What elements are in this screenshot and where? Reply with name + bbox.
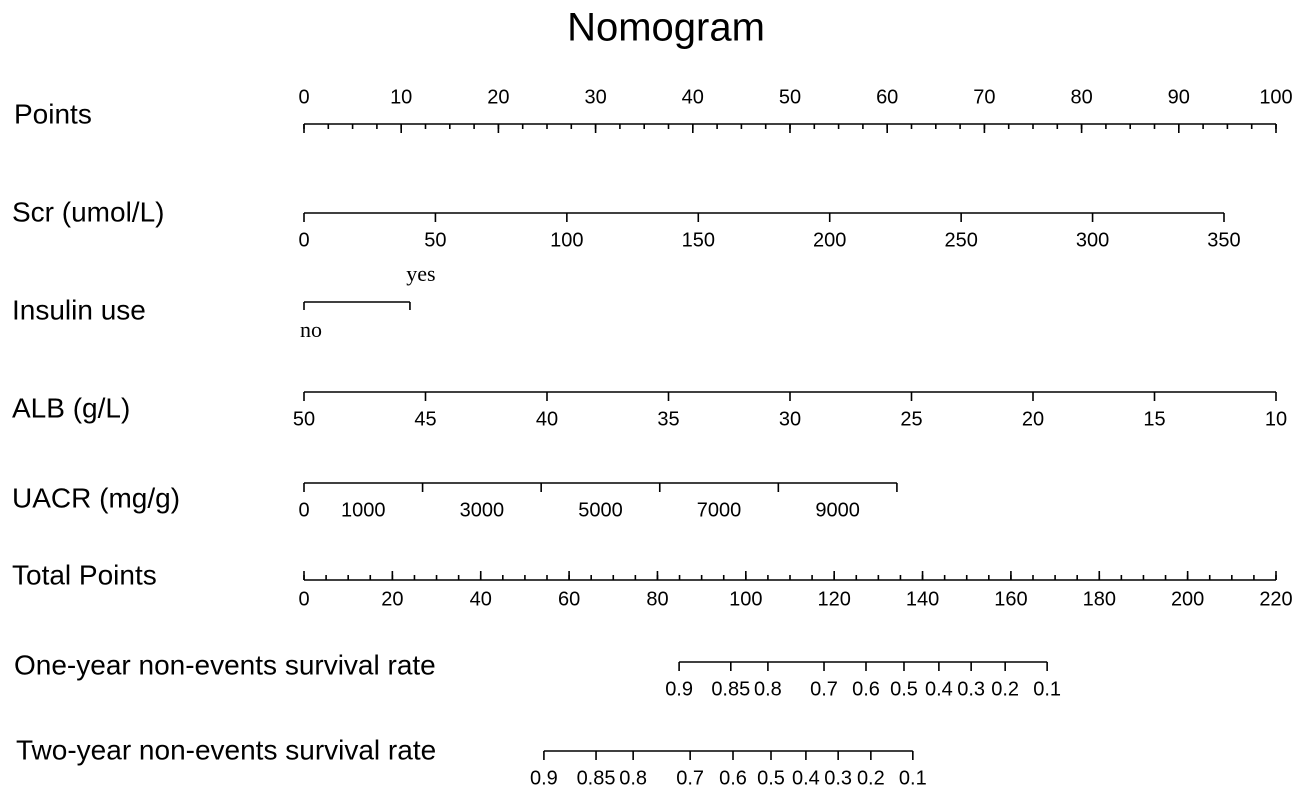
- scale-name: Total Points: [12, 559, 157, 590]
- tick-label: 0.3: [957, 678, 985, 700]
- tick-label: 0.5: [890, 678, 918, 700]
- tick-label: 80: [646, 588, 668, 610]
- tick-label: 40: [682, 86, 704, 108]
- tick-label: 30: [584, 86, 606, 108]
- tick-label: 60: [558, 588, 580, 610]
- tick-label: 0.4: [925, 678, 953, 700]
- tick-label: 0.1: [899, 767, 927, 789]
- tick-label: 10: [390, 86, 412, 108]
- scale-name: One-year non-events survival rate: [14, 649, 436, 680]
- tick-label: 0.6: [719, 767, 747, 789]
- tick-label: 100: [1259, 86, 1292, 108]
- category-label: yes: [406, 261, 435, 286]
- tick-label: 20: [381, 588, 403, 610]
- tick-label: 50: [424, 229, 446, 251]
- scale-name: Insulin use: [12, 294, 146, 325]
- tick-label: 0.2: [857, 767, 885, 789]
- tick-label: 300: [1076, 229, 1109, 251]
- tick-label: 10: [1265, 408, 1287, 430]
- tick-label: 0: [298, 86, 309, 108]
- tick-label: 60: [876, 86, 898, 108]
- tick-label: 0.1: [1033, 678, 1061, 700]
- tick-label: 0: [298, 499, 309, 521]
- tick-label: 0.3: [824, 767, 852, 789]
- scale-name: Two-year non-events survival rate: [16, 734, 436, 765]
- tick-label: 0: [298, 588, 309, 610]
- tick-label: 0.8: [754, 678, 782, 700]
- tick-label: 80: [1070, 86, 1092, 108]
- tick-label: 200: [1171, 588, 1204, 610]
- tick-label: 0.9: [530, 767, 558, 789]
- tick-label: 5000: [578, 499, 623, 521]
- tick-label: 140: [906, 588, 939, 610]
- tick-label: 0.9: [665, 678, 693, 700]
- tick-label: 40: [536, 408, 558, 430]
- tick-label: 0: [298, 229, 309, 251]
- tick-label: 0.85: [577, 767, 616, 789]
- tick-label: 100: [550, 229, 583, 251]
- tick-label: 50: [779, 86, 801, 108]
- tick-label: 7000: [697, 499, 742, 521]
- tick-label: 160: [994, 588, 1027, 610]
- tick-label: 0.5: [757, 767, 785, 789]
- tick-label: 50: [293, 408, 315, 430]
- tick-label: 3000: [460, 499, 505, 521]
- scale-name: ALB (g/L): [12, 392, 130, 423]
- tick-label: 150: [682, 229, 715, 251]
- chart-title: Nomogram: [567, 6, 765, 50]
- category-label: no: [300, 317, 322, 342]
- tick-label: 30: [779, 408, 801, 430]
- tick-label: 70: [973, 86, 995, 108]
- tick-label: 45: [414, 408, 436, 430]
- tick-label: 0.85: [711, 678, 750, 700]
- tick-label: 20: [487, 86, 509, 108]
- tick-label: 0.7: [676, 767, 704, 789]
- tick-label: 0.4: [792, 767, 820, 789]
- tick-label: 120: [817, 588, 850, 610]
- tick-label: 9000: [815, 499, 860, 521]
- tick-label: 20: [1022, 408, 1044, 430]
- tick-label: 0.8: [619, 767, 647, 789]
- tick-label: 25: [900, 408, 922, 430]
- scale-name: UACR (mg/g): [12, 482, 180, 513]
- tick-label: 220: [1259, 588, 1292, 610]
- tick-label: 40: [470, 588, 492, 610]
- tick-label: 250: [944, 229, 977, 251]
- tick-label: 100: [729, 588, 762, 610]
- tick-label: 180: [1083, 588, 1116, 610]
- scale-name: Points: [14, 98, 92, 129]
- tick-label: 15: [1143, 408, 1165, 430]
- tick-label: 0.6: [852, 678, 880, 700]
- tick-label: 1000: [341, 499, 386, 521]
- tick-label: 90: [1168, 86, 1190, 108]
- tick-label: 35: [657, 408, 679, 430]
- tick-label: 200: [813, 229, 846, 251]
- tick-label: 0.7: [810, 678, 838, 700]
- scale-name: Scr (umol/L): [12, 196, 164, 227]
- tick-label: 0.2: [991, 678, 1019, 700]
- tick-label: 350: [1207, 229, 1240, 251]
